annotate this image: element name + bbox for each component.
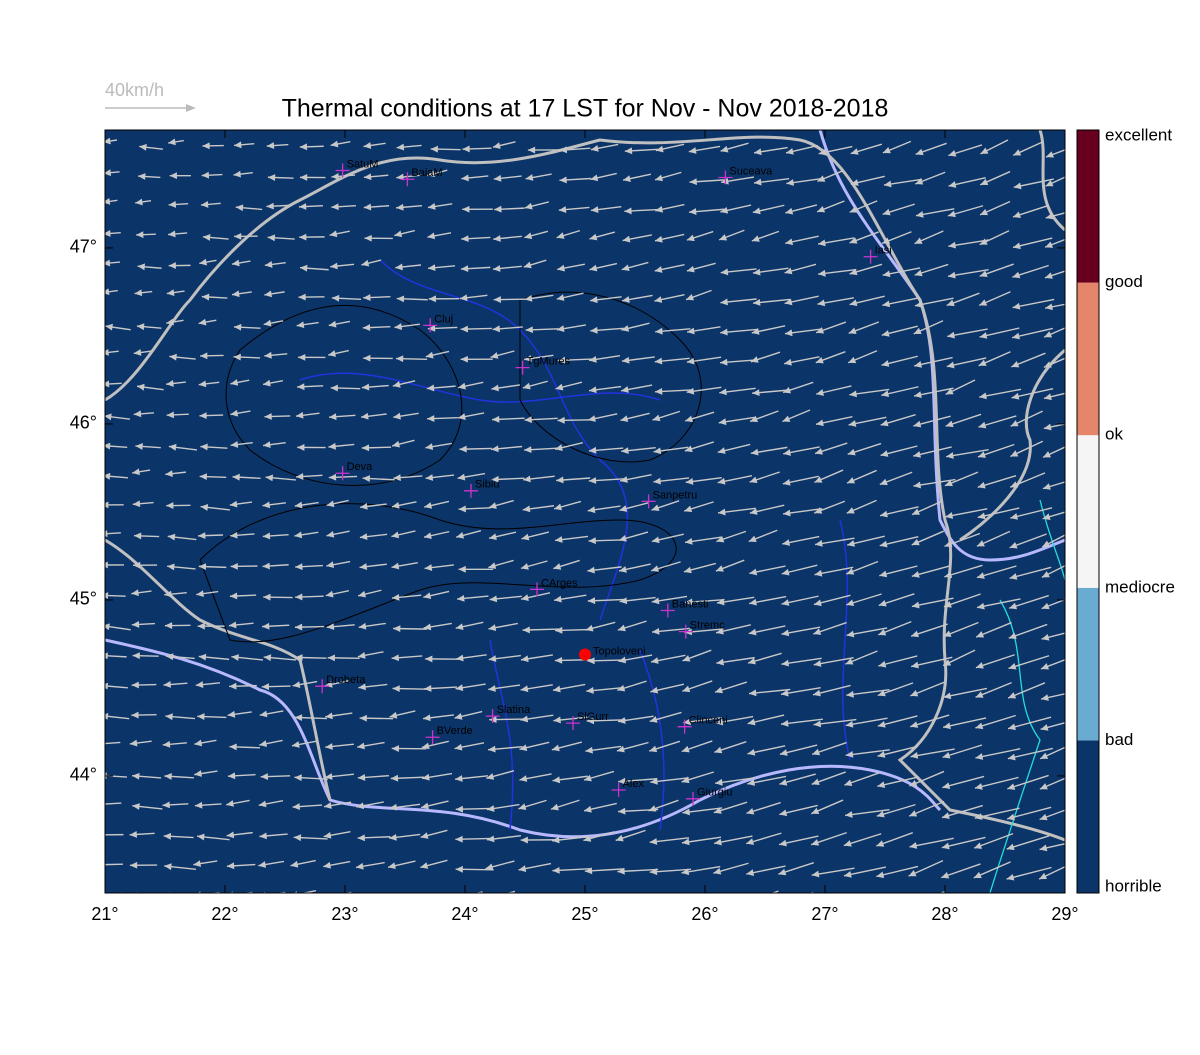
y-tick-label: 45° — [70, 589, 97, 609]
wind-arrow-head — [616, 897, 624, 904]
colorbar-label: horrible — [1105, 876, 1162, 895]
wind-arrow-head — [96, 891, 103, 898]
x-tick-label: 25° — [571, 904, 598, 924]
colorbar-segment — [1077, 588, 1099, 741]
wind-arrow-head — [876, 901, 884, 908]
y-tick-label: 46° — [70, 413, 97, 433]
wind-arrow-head — [100, 530, 107, 537]
colorbar-segment — [1077, 740, 1099, 893]
x-tick-label: 29° — [1051, 904, 1078, 924]
wind-arrow — [583, 893, 617, 901]
city-label: Banesti — [672, 598, 709, 610]
wind-arrow — [422, 897, 457, 899]
city-label: Stremc — [690, 620, 725, 632]
wind-arrow-head — [98, 740, 105, 747]
wind-arrow — [778, 892, 813, 904]
wind-arrow-head — [101, 592, 108, 599]
wind-arrow — [552, 898, 591, 900]
colorbar-label: ok — [1105, 425, 1123, 444]
wind-arrow-head — [390, 895, 397, 902]
wind-arrow — [876, 895, 916, 906]
wind-arrow-head — [422, 895, 429, 902]
wind-arrow-head — [974, 903, 982, 909]
colorbar-label: bad — [1105, 730, 1133, 749]
city-label: Cluj — [434, 313, 453, 325]
wind-arrow-head — [681, 897, 689, 904]
wind-arrow-head — [649, 898, 656, 905]
x-tick-label: 26° — [691, 904, 718, 924]
colorbar-segment — [1077, 435, 1099, 588]
wind-arrow-head — [745, 897, 753, 903]
x-tick-label: 27° — [811, 904, 838, 924]
city-label: CArges — [541, 577, 578, 589]
city-label: Iasi — [875, 245, 892, 257]
city-label: SlGurr — [577, 711, 609, 723]
city-label: TgMures — [527, 356, 571, 368]
wind-arrow — [520, 898, 558, 900]
wind-arrow — [843, 895, 883, 906]
colorbar-segment — [1077, 130, 1099, 283]
colorbar-segment — [1077, 283, 1099, 436]
wind-scale-label: 40km/h — [105, 80, 164, 100]
city-label: Alex — [623, 778, 645, 790]
city-label: Clinceni — [689, 715, 728, 727]
map-area — [105, 130, 1065, 893]
city-label: BaiaM — [411, 167, 442, 179]
site-label: Topoloveni — [593, 645, 646, 657]
city-label: Sibiu — [475, 479, 499, 491]
city-label: BVerde — [437, 725, 473, 737]
wind-arrow-head — [1039, 903, 1047, 909]
y-tick-label: 47° — [70, 237, 97, 257]
x-tick-label: 24° — [451, 904, 478, 924]
colorbar-label: mediocre — [1105, 577, 1175, 596]
wind-arrow-head — [101, 562, 108, 569]
city-label: Suceava — [729, 165, 773, 177]
city-label: Sanpetru — [653, 489, 698, 501]
x-tick-label: 28° — [931, 904, 958, 924]
wind-arrow-head — [101, 652, 108, 659]
wind-arrow-head — [97, 801, 104, 808]
wind-arrow-head — [485, 894, 493, 901]
city-label: Slatina — [497, 704, 532, 716]
city-label: Drobeta — [326, 674, 366, 686]
wind-arrow-head — [97, 861, 104, 868]
wind-arrow-head — [778, 899, 786, 905]
wind-arrow-head — [583, 896, 591, 903]
wind-arrow-head — [552, 897, 559, 904]
wind-arrow — [714, 896, 753, 903]
wind-arrow — [97, 864, 123, 865]
wind-arrow-head — [908, 901, 916, 907]
wind-arrow-head — [101, 683, 108, 690]
y-tick-label: 44° — [70, 765, 97, 785]
wind-arrow — [1006, 893, 1046, 909]
city-label: SatuM — [347, 158, 379, 170]
wind-arrow — [681, 893, 716, 903]
x-tick-label: 22° — [211, 904, 238, 924]
colorbar: horrible bad mediocre ok good excellent — [1077, 125, 1175, 895]
colorbar-label: excellent — [1105, 125, 1172, 144]
wind-arrow-head — [356, 893, 364, 900]
city-label: Deva — [347, 461, 374, 473]
wind-arrow — [390, 897, 425, 898]
wind-arrow-head — [1006, 903, 1014, 909]
site-marker — [579, 649, 591, 661]
wind-arrow — [974, 893, 1013, 908]
x-tick-label: 23° — [331, 904, 358, 924]
colorbar-label: good — [1105, 272, 1143, 291]
wind-arrow — [356, 893, 386, 897]
wind-arrow-head — [843, 901, 851, 908]
wind-arrow-head — [453, 894, 461, 901]
wind-arrow-head — [98, 831, 105, 838]
map-title: Thermal conditions at 17 LST for Nov - N… — [282, 95, 889, 123]
wind-scale-arrow — [105, 104, 196, 112]
wind-arrow — [616, 895, 653, 901]
wind-arrow-head — [520, 897, 527, 904]
city-label: Giurgiu — [697, 787, 732, 799]
x-tick-label: 21° — [91, 904, 118, 924]
wind-arrow — [649, 899, 690, 902]
